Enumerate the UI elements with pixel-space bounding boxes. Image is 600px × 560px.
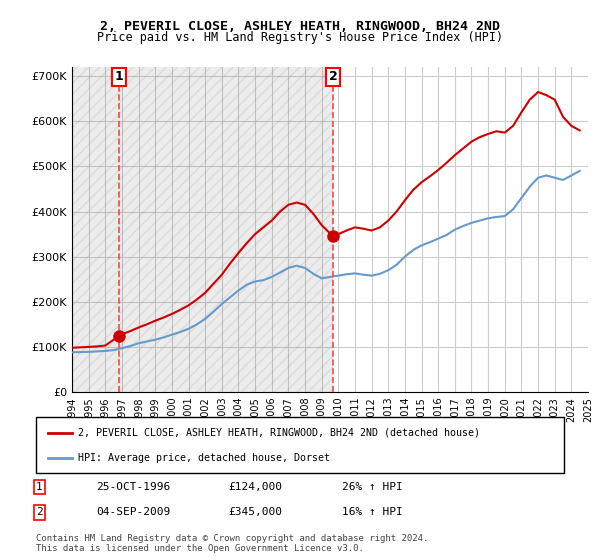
Text: 1: 1 (115, 71, 124, 83)
Text: 2, PEVERIL CLOSE, ASHLEY HEATH, RINGWOOD, BH24 2ND: 2, PEVERIL CLOSE, ASHLEY HEATH, RINGWOOD… (100, 20, 500, 32)
Text: HPI: Average price, detached house, Dorset: HPI: Average price, detached house, Dors… (78, 452, 330, 463)
Text: £345,000: £345,000 (228, 507, 282, 517)
Text: 16% ↑ HPI: 16% ↑ HPI (342, 507, 403, 517)
Bar (119, 67, 333, 392)
Text: Price paid vs. HM Land Registry's House Price Index (HPI): Price paid vs. HM Land Registry's House … (97, 31, 503, 44)
Text: 2: 2 (36, 507, 43, 517)
Text: 1: 1 (36, 482, 43, 492)
Text: 2: 2 (329, 71, 337, 83)
Text: £124,000: £124,000 (228, 482, 282, 492)
Text: 25-OCT-1996: 25-OCT-1996 (96, 482, 170, 492)
Text: 26% ↑ HPI: 26% ↑ HPI (342, 482, 403, 492)
Bar (72, 67, 119, 392)
Text: Contains HM Land Registry data © Crown copyright and database right 2024.
This d: Contains HM Land Registry data © Crown c… (36, 534, 428, 553)
Text: 04-SEP-2009: 04-SEP-2009 (96, 507, 170, 517)
Text: 2, PEVERIL CLOSE, ASHLEY HEATH, RINGWOOD, BH24 2ND (detached house): 2, PEVERIL CLOSE, ASHLEY HEATH, RINGWOOD… (78, 428, 480, 438)
